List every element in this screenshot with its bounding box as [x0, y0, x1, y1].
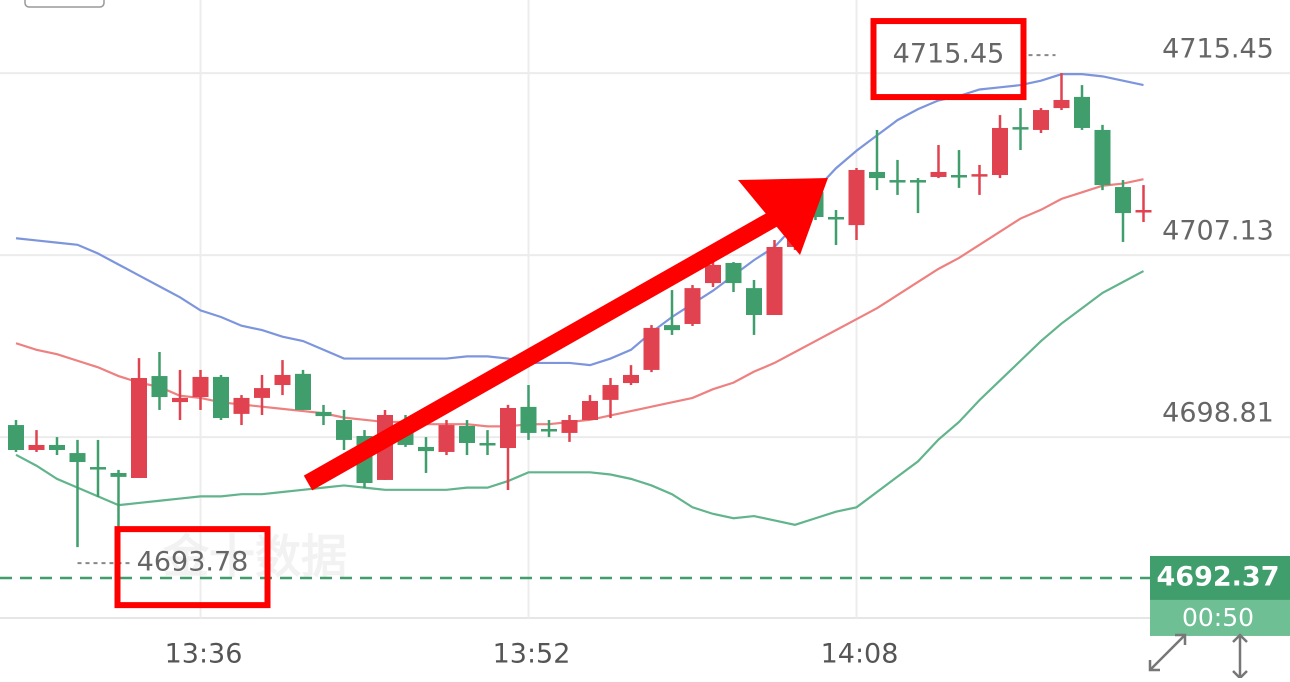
y-tick-label: 4707.13 [1162, 216, 1274, 247]
candle-body [1012, 127, 1029, 130]
candle-body [602, 385, 619, 400]
candle-body [746, 288, 762, 316]
candle-body [90, 467, 106, 470]
candle-body [951, 175, 967, 178]
expand-icon-head [1148, 660, 1160, 672]
candle-body [172, 397, 188, 403]
candle-body [69, 453, 86, 463]
candle-body [418, 446, 434, 452]
candle-body [1115, 187, 1131, 214]
candle-body [848, 169, 865, 226]
annotation-label: 4693.78 [137, 547, 249, 578]
y-tick-label: 4698.81 [1162, 398, 1274, 429]
candle-body [725, 262, 742, 284]
candle-body [336, 420, 352, 440]
candle-body [438, 425, 455, 452]
candle-body [254, 388, 270, 398]
candle-body [1033, 110, 1049, 130]
countdown-box [1150, 599, 1290, 636]
x-tick-label: 13:36 [165, 639, 243, 670]
candle-body [766, 246, 783, 316]
candle-body [664, 325, 680, 331]
candle-body [889, 180, 906, 183]
candle-body [705, 264, 721, 284]
countdown-label: 00:50 [1182, 603, 1254, 632]
candle-body [1074, 96, 1090, 128]
candle-body [131, 378, 147, 478]
watermark: 金十数据 [162, 530, 347, 584]
candle-body [295, 373, 311, 410]
expand-icon[interactable] [1149, 634, 1186, 671]
vertical-scale-icon-head [1232, 633, 1248, 643]
candle-body [828, 217, 844, 220]
y-tick-label: 4715.45 [1162, 34, 1274, 65]
candle-body [643, 327, 660, 370]
candle-body [49, 444, 65, 450]
resize-icons[interactable] [1148, 633, 1248, 680]
candle-body [930, 171, 947, 177]
candle-body [1135, 210, 1152, 213]
candle-body [213, 376, 229, 419]
band-line [15, 270, 1145, 526]
candle-body [869, 171, 885, 179]
candle-body [623, 374, 639, 384]
candle-body [479, 442, 496, 446]
candle-body [971, 174, 988, 177]
candle-body [8, 425, 24, 450]
candle-body [684, 288, 701, 324]
candle-body [151, 376, 168, 398]
candle-body [520, 406, 537, 433]
expand-icon-head [1175, 633, 1187, 645]
candle-body [233, 397, 250, 414]
candle-body [910, 180, 926, 183]
candle-body [459, 425, 475, 443]
highlight-box [114, 526, 271, 609]
x-tick-label: 14:08 [821, 639, 899, 670]
candle-body [274, 374, 291, 386]
arrow-head [738, 178, 828, 255]
toolbar-button[interactable] [24, 0, 105, 8]
current-price-label: 4692.37 [1157, 561, 1280, 592]
candle-body [1094, 129, 1111, 186]
candle-body [1053, 99, 1070, 109]
arrow-shaft [303, 210, 780, 491]
candle-body [541, 428, 557, 432]
candle-body [192, 376, 209, 398]
candle-body [582, 400, 598, 421]
candle-body [110, 472, 127, 477]
candle-body [315, 411, 332, 417]
x-tick-label: 13:52 [493, 639, 571, 670]
band-line [15, 178, 1144, 428]
annotation-label: 4715.45 [893, 39, 1005, 70]
candle-body [500, 407, 516, 449]
trend-arrow [303, 178, 828, 491]
candle-body [561, 420, 578, 433]
candle-body [28, 444, 45, 450]
current-price-box [1150, 555, 1290, 600]
highlight-box [870, 18, 1027, 101]
candle-body [992, 127, 1008, 176]
